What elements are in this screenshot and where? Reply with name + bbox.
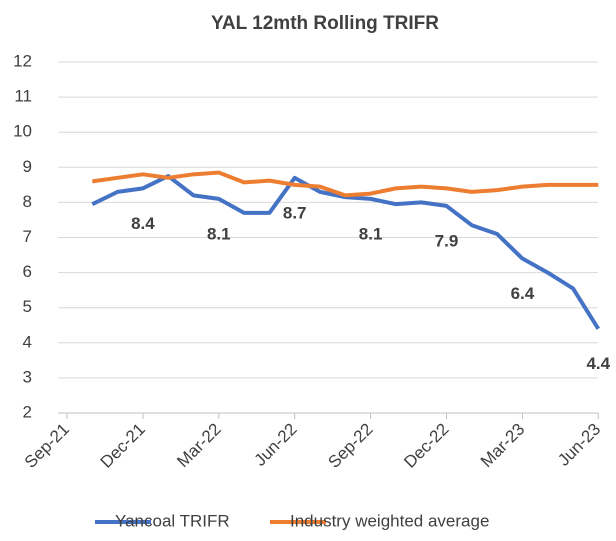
x-tick-label: Mar-23 — [477, 420, 529, 472]
y-tick-label: 7 — [23, 227, 32, 246]
data-label: 8.1 — [359, 224, 383, 243]
y-tick-label: 5 — [23, 297, 32, 316]
chart-title: YAL 12mth Rolling TRIFR — [211, 13, 439, 34]
x-tick-label: Jun-23 — [554, 420, 604, 470]
y-tick-label: 6 — [23, 262, 32, 281]
x-tick-label: Mar-22 — [173, 420, 225, 472]
series-line — [91, 174, 600, 330]
y-tick-label: 2 — [23, 402, 32, 421]
data-label: 8.7 — [283, 203, 307, 222]
x-tick-label: Sep-21 — [21, 420, 73, 472]
x-tick-label: Sep-22 — [324, 420, 376, 472]
legend-label: Industry weighted average — [290, 511, 489, 530]
data-label: 7.9 — [435, 231, 459, 250]
y-tick-label: 3 — [23, 367, 32, 386]
y-tick-label: 10 — [13, 122, 32, 141]
y-tick-label: 8 — [23, 192, 32, 211]
series-line — [92, 170, 599, 198]
y-tick-label: 11 — [14, 87, 32, 106]
y-tick-label: 9 — [23, 157, 32, 176]
y-tick-label: 12 — [13, 51, 32, 70]
legend-label: Yancoal TRIFR — [115, 511, 230, 530]
data-label: 8.1 — [207, 224, 231, 243]
data-label: 8.4 — [131, 214, 155, 233]
y-tick-label: 4 — [23, 332, 32, 351]
x-tick-label: Dec-22 — [400, 420, 452, 472]
data-label: 6.4 — [511, 284, 535, 303]
data-label: 4.4 — [586, 354, 610, 373]
x-tick-label: Jun-22 — [251, 420, 301, 470]
x-tick-label: Dec-21 — [97, 420, 149, 472]
